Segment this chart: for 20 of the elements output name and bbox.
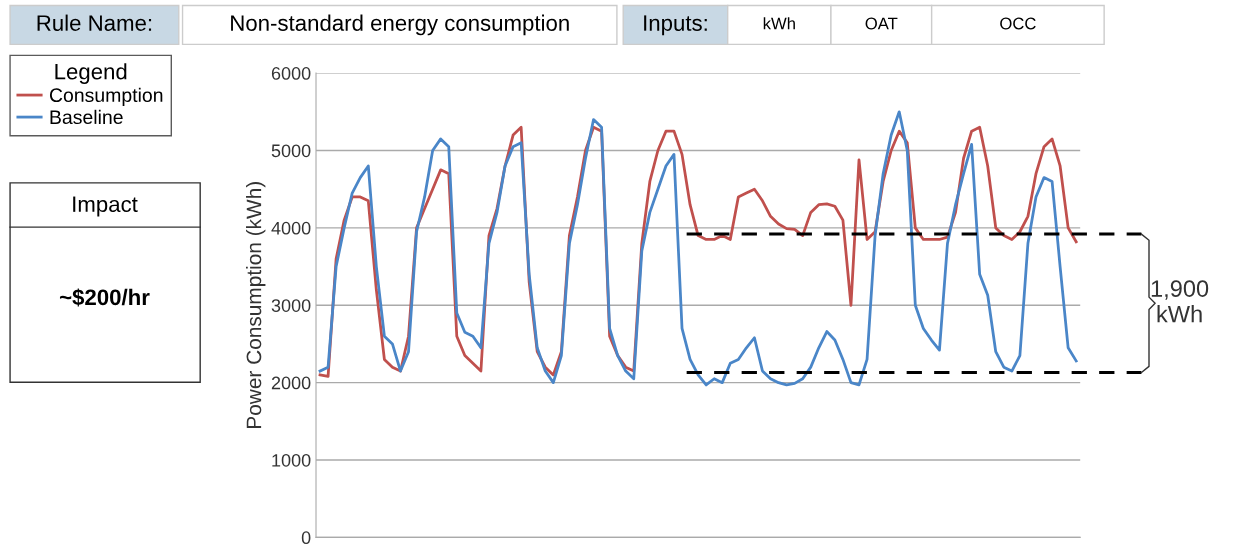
- text: Non-standard energy consumption: [231, 14, 569, 36]
- legend-label: Baseline: [50, 109, 123, 125]
- y-tick-label: 1000: [272, 453, 311, 467]
- text: Inputs:: [644, 15, 707, 36]
- y-tick-label: 5000: [271, 144, 311, 158]
- text: OAT: [865, 17, 898, 30]
- legend-label: Consumption: [49, 87, 163, 106]
- y-tick-label: 0: [301, 531, 311, 545]
- text: kWh: [763, 17, 795, 30]
- legend-title: Legend: [55, 63, 127, 84]
- y-tick-label: 6000: [271, 67, 311, 80]
- text: Impact: [73, 196, 138, 217]
- text: ~$200/hr: [59, 288, 150, 307]
- text: Rule Name:: [37, 14, 152, 31]
- y-tick-label: 4000: [271, 221, 311, 235]
- text: 1,900 kWh: [1151, 280, 1209, 323]
- y-tick-label: 2000: [271, 376, 311, 390]
- y-axis-title: Power Consumption (kWh): [246, 182, 266, 428]
- text: OCC: [1000, 17, 1036, 30]
- y-tick-label: 3000: [271, 299, 311, 312]
